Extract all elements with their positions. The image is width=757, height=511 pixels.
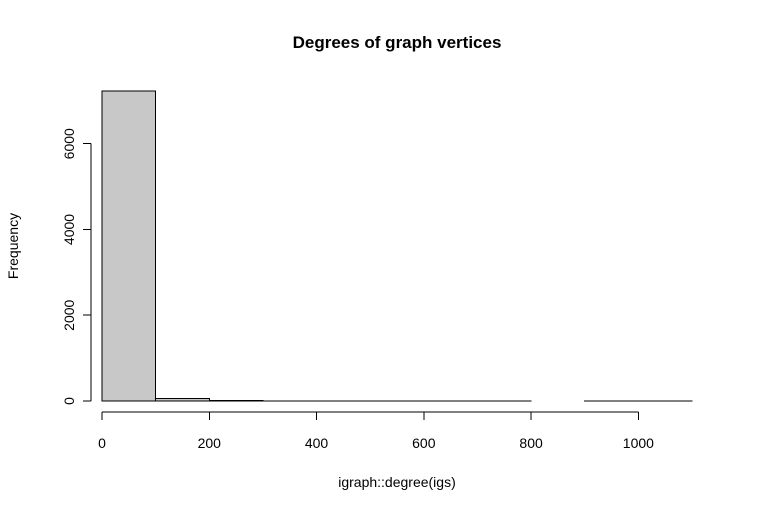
x-tick-label: 400 xyxy=(305,435,329,451)
x-axis-label: igraph::degree(igs) xyxy=(338,474,456,490)
histogram-bars xyxy=(101,90,693,402)
y-axis: 0 2000 4000 6000 xyxy=(61,128,92,405)
y-tick-label: 6000 xyxy=(61,128,77,159)
x-tick-label: 800 xyxy=(519,435,543,451)
x-tick-label: 600 xyxy=(412,435,436,451)
x-axis: 0 200 400 600 800 1000 xyxy=(98,411,654,451)
x-tick-label: 200 xyxy=(198,435,222,451)
y-axis-label: Frequency xyxy=(5,213,21,279)
x-tick-label: 1000 xyxy=(623,435,654,451)
y-tick-label: 4000 xyxy=(61,214,77,245)
chart-title: Degrees of graph vertices xyxy=(293,33,502,52)
y-tick-label: 0 xyxy=(61,397,77,405)
y-tick-label: 2000 xyxy=(61,299,77,330)
histogram-bar xyxy=(155,398,210,402)
x-tick-label: 0 xyxy=(98,435,106,451)
histogram-bar xyxy=(101,90,157,402)
